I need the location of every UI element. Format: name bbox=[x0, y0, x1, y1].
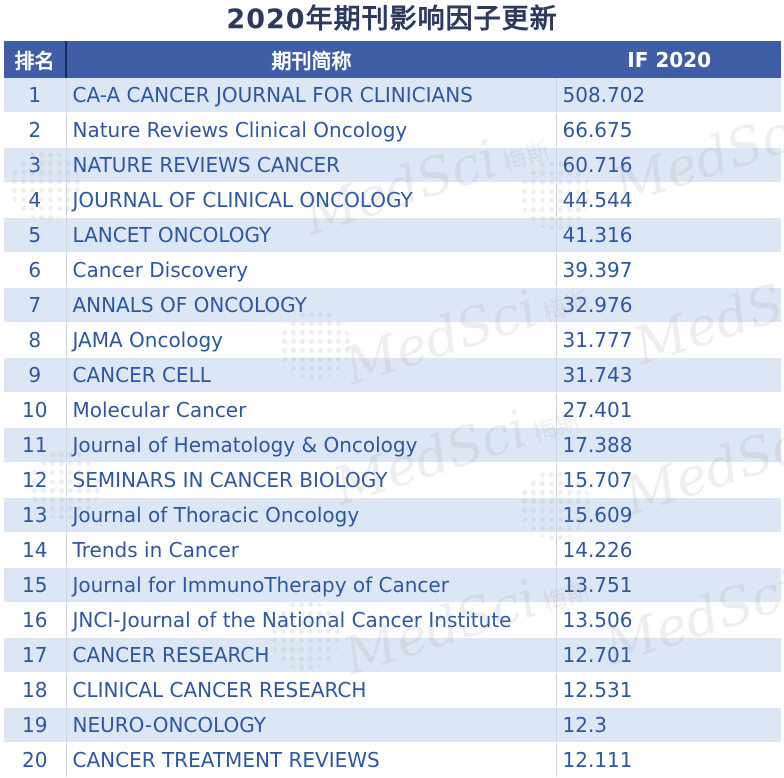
impact-factor-cell: 17.388 bbox=[555, 427, 781, 463]
journal-name-cell: NATURE REVIEWS CANCER bbox=[65, 147, 556, 183]
impact-factor-cell: 12.111 bbox=[555, 742, 781, 778]
table-row: 10 Molecular Cancer 27.401 bbox=[4, 392, 781, 428]
journal-name-cell: Cancer Discovery bbox=[65, 252, 556, 288]
rank-cell: 10 bbox=[4, 392, 66, 428]
table-body: 1 CA-A CANCER JOURNAL FOR CLINICIANS 508.7… bbox=[4, 78, 781, 778]
rank-cell: 11 bbox=[4, 427, 66, 463]
journal-name-cell: JOURNAL OF CLINICAL ONCOLOGY bbox=[65, 182, 556, 218]
impact-factor-cell: 60.716 bbox=[555, 147, 781, 183]
journal-name-cell: Journal of Thoracic Oncology bbox=[65, 497, 556, 533]
rank-cell: 5 bbox=[4, 217, 66, 253]
rank-cell: 9 bbox=[4, 357, 66, 393]
impact-factor-cell: 44.544 bbox=[555, 182, 781, 218]
rank-cell: 6 bbox=[4, 252, 66, 288]
header-journal-name: 期刊简称 bbox=[66, 41, 556, 78]
journal-name-cell: JNCI-Journal of the National Cancer Inst… bbox=[65, 602, 556, 638]
impact-factor-cell: 32.976 bbox=[555, 287, 781, 323]
rank-cell: 1 bbox=[4, 78, 66, 113]
rank-cell: 14 bbox=[4, 532, 66, 568]
journal-name-cell: ANNALS OF ONCOLOGY bbox=[65, 287, 556, 323]
table-row: 9 CANCER CELL 31.743 bbox=[4, 357, 781, 393]
impact-factor-cell: 13.506 bbox=[555, 602, 781, 638]
table-row: 7 ANNALS OF ONCOLOGY 32.976 bbox=[4, 287, 781, 323]
page-title: 2020年期刊影响因子更新 bbox=[226, 4, 558, 35]
rank-cell: 8 bbox=[4, 322, 66, 358]
rank-cell: 18 bbox=[4, 672, 66, 708]
journal-name-cell: SEMINARS IN CANCER BIOLOGY bbox=[65, 462, 556, 498]
impact-factor-cell: 12.531 bbox=[555, 672, 781, 708]
impact-factor-cell: 14.226 bbox=[555, 532, 781, 568]
table-row: 3 NATURE REVIEWS CANCER 60.716 bbox=[4, 147, 781, 183]
rank-cell: 20 bbox=[4, 742, 66, 778]
impact-factor-cell: 12.3 bbox=[555, 707, 781, 743]
header-impact-factor: IF 2020 bbox=[556, 41, 781, 78]
header-rank: 排名 bbox=[4, 41, 67, 78]
impact-factor-cell: 31.777 bbox=[555, 322, 781, 358]
table-row: 2 Nature Reviews Clinical Oncology 66.675 bbox=[4, 112, 781, 148]
impact-factor-cell: 12.701 bbox=[555, 637, 781, 673]
journal-name-cell: NEURO-ONCOLOGY bbox=[65, 707, 556, 743]
impact-factor-cell: 508.702 bbox=[555, 78, 781, 113]
journal-name-cell: Journal for ImmunoTherapy of Cancer bbox=[65, 567, 556, 603]
table-row: 17 CANCER RESEARCH 12.701 bbox=[4, 637, 781, 673]
table-row: 6 Cancer Discovery 39.397 bbox=[4, 252, 781, 288]
table-row: 8 JAMA Oncology 31.777 bbox=[4, 322, 781, 358]
journal-name-cell: Molecular Cancer bbox=[65, 392, 556, 428]
journal-name-cell: Trends in Cancer bbox=[65, 532, 556, 568]
rank-cell: 17 bbox=[4, 637, 66, 673]
table-row: 14 Trends in Cancer 14.226 bbox=[4, 532, 781, 568]
rank-cell: 19 bbox=[4, 707, 66, 743]
table-row: 12 SEMINARS IN CANCER BIOLOGY 15.707 bbox=[4, 462, 781, 498]
journal-name-cell: LANCET ONCOLOGY bbox=[65, 217, 556, 253]
impact-factor-cell: 31.743 bbox=[555, 357, 781, 393]
rank-cell: 16 bbox=[4, 602, 66, 638]
rank-cell: 2 bbox=[4, 112, 66, 148]
impact-factor-cell: 15.609 bbox=[555, 497, 781, 533]
rank-cell: 7 bbox=[4, 287, 66, 323]
rank-cell: 4 bbox=[4, 182, 66, 218]
impact-factor-cell: 27.401 bbox=[555, 392, 781, 428]
impact-factor-cell: 13.751 bbox=[555, 567, 781, 603]
table-row: 18 CLINICAL CANCER RESEARCH 12.531 bbox=[4, 672, 781, 708]
table-row: 5 LANCET ONCOLOGY 41.316 bbox=[4, 217, 781, 253]
table-row: 15 Journal for ImmunoTherapy of Cancer 13.… bbox=[4, 567, 781, 603]
journal-name-cell: CANCER CELL bbox=[65, 357, 556, 393]
table-row: 16 JNCI-Journal of the National Cancer In… bbox=[4, 602, 781, 638]
table-row: 4 JOURNAL OF CLINICAL ONCOLOGY 44.544 bbox=[4, 182, 781, 218]
table-row: 1 CA-A CANCER JOURNAL FOR CLINICIANS 508.7… bbox=[4, 78, 781, 113]
rank-cell: 13 bbox=[4, 497, 66, 533]
table-row: 13 Journal of Thoracic Oncology 15.609 bbox=[4, 497, 781, 533]
rank-cell: 12 bbox=[4, 462, 66, 498]
table-row: 11 Journal of Hematology & Oncology 17.388 bbox=[4, 427, 781, 463]
journal-name-cell: JAMA Oncology bbox=[65, 322, 556, 358]
rank-cell: 3 bbox=[4, 147, 66, 183]
journal-name-cell: CLINICAL CANCER RESEARCH bbox=[65, 672, 556, 708]
impact-factor-cell: 39.397 bbox=[555, 252, 781, 288]
rank-cell: 15 bbox=[4, 567, 66, 603]
table-row: 19 NEURO-ONCOLOGY 12.3 bbox=[4, 707, 781, 743]
impact-factor-cell: 41.316 bbox=[555, 217, 781, 253]
table-header-row: 排名 期刊简称 IF 2020 bbox=[4, 41, 781, 78]
journal-name-cell: Journal of Hematology & Oncology bbox=[65, 427, 556, 463]
impact-factor-table: 排名 期刊简称 IF 2020 1 CA-A CANCER JOURNAL FOR… bbox=[4, 41, 781, 778]
journal-name-cell: CANCER TREATMENT REVIEWS bbox=[65, 742, 556, 778]
journal-name-cell: Nature Reviews Clinical Oncology bbox=[65, 112, 556, 148]
impact-factor-cell: 15.707 bbox=[555, 462, 781, 498]
impact-factor-cell: 66.675 bbox=[555, 112, 781, 148]
journal-name-cell: CANCER RESEARCH bbox=[65, 637, 556, 673]
table-row: 20 CANCER TREATMENT REVIEWS 12.111 bbox=[4, 742, 781, 778]
journal-name-cell: CA-A CANCER JOURNAL FOR CLINICIANS bbox=[65, 78, 556, 113]
